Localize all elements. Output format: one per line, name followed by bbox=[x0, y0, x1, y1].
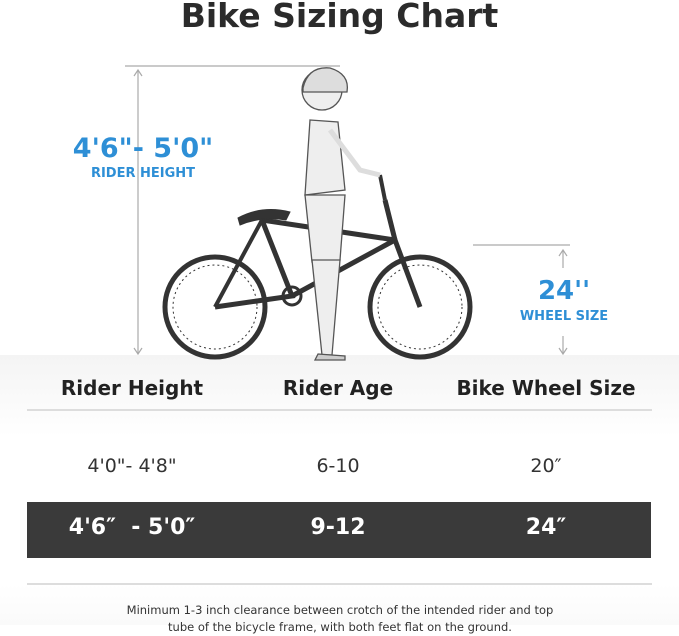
rider-height-value: 4'6"- 5'0" bbox=[72, 133, 214, 164]
cell-age: 9-12 bbox=[310, 515, 366, 540]
wheel-size-value: 24'' bbox=[537, 276, 591, 306]
footer-divider bbox=[27, 583, 652, 585]
footnote-line-2: tube of the bicycle frame, with both fee… bbox=[168, 620, 512, 634]
highlighted-row-background bbox=[27, 502, 651, 558]
wheel-size-label: WHEEL SIZE bbox=[519, 309, 609, 324]
bike-icon bbox=[162, 174, 473, 360]
footnote-line-1: Minimum 1-3 inch clearance between crotc… bbox=[126, 603, 554, 617]
page-title: Bike Sizing Chart bbox=[180, 0, 499, 35]
height-measure-lines bbox=[125, 65, 340, 356]
header-divider bbox=[27, 409, 652, 411]
wheel-measure-lines bbox=[473, 244, 570, 356]
cell-age: 6-10 bbox=[316, 455, 360, 477]
header-wheel-size: Bike Wheel Size bbox=[456, 376, 636, 400]
rider-height-label: RIDER HEIGHT bbox=[90, 166, 196, 181]
header-rider-height: Rider Height bbox=[60, 376, 204, 400]
cell-height: 4'6″ - 5'0″ bbox=[68, 515, 196, 540]
bike-rider-illustration bbox=[125, 65, 570, 361]
table-background bbox=[0, 355, 679, 625]
header-rider-age: Rider Age bbox=[282, 376, 394, 400]
rider-figure-icon bbox=[301, 67, 381, 361]
cell-height: 4'0"- 4'8" bbox=[87, 455, 177, 477]
cell-wheel: 24″ bbox=[525, 515, 567, 540]
footnote: Minimum 1-3 inch clearance between crotc… bbox=[90, 602, 590, 636]
cell-wheel: 20″ bbox=[530, 455, 562, 477]
